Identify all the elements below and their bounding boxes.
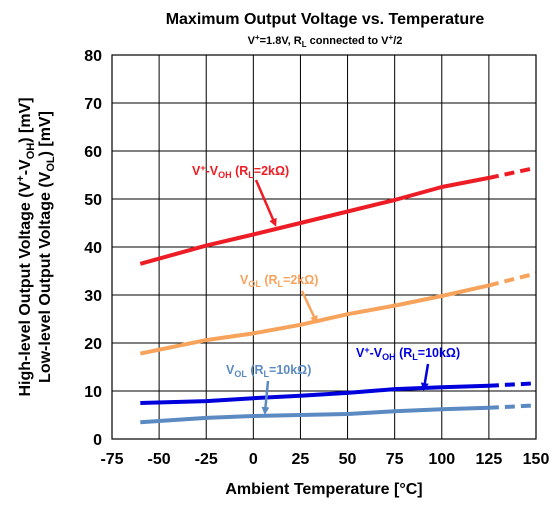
x-tick-label: 125	[476, 451, 503, 468]
y-tick-label: 10	[84, 384, 102, 401]
series-line-dashed-3	[488, 403, 537, 410]
series-line-dashed-1	[488, 271, 537, 288]
series-line-1	[139, 283, 490, 356]
y-tick-label: 0	[93, 432, 102, 449]
y-tick-label: 40	[84, 240, 102, 257]
series-line-0	[139, 175, 490, 266]
x-tick-label: 100	[428, 451, 455, 468]
y-tick-label: 30	[84, 288, 102, 305]
series-line-2	[140, 383, 489, 405]
x-tick-label: -50	[148, 451, 171, 468]
arrow-vol-2k	[300, 290, 318, 324]
x-axis-label: Ambient Temperature [°C]	[225, 481, 422, 498]
chart-title: Maximum Output Voltage vs. Temperature	[166, 11, 485, 28]
x-tick-label: 150	[523, 451, 550, 468]
x-tick-label: 50	[339, 451, 357, 468]
y-tick-labels: 0 10 20 30 40 50 60 70 80	[84, 48, 102, 449]
y-tick-label: 20	[84, 336, 102, 353]
series-label-vol-10k: VOL (RL=10kΩ)	[226, 363, 311, 379]
plot-area-border	[111, 54, 537, 440]
x-tick-label: 75	[386, 451, 404, 468]
arrow-voh-2k	[254, 179, 277, 227]
series-label-voh-10k: V+-VOH (RL=10kΩ)	[356, 345, 460, 362]
y-tick-label: 70	[84, 96, 102, 113]
x-tick-label: 25	[292, 451, 310, 468]
y-tick-label: 80	[84, 48, 102, 65]
series-layer	[139, 165, 537, 425]
series-label-vol-2k: VOL (RL=2kΩ)	[240, 273, 318, 289]
series-line-dashed-2	[488, 381, 537, 388]
chart-subtitle: V+=1.8V, RL connected to V+/2	[248, 33, 403, 49]
y-axis-label-line2: Low-level Output Voltage (VOL) [mV]	[37, 111, 57, 383]
series-label-voh-2k: V+-VOH (RL=2kΩ)	[192, 163, 289, 180]
y-tick-label: 60	[84, 144, 102, 161]
x-tick-label: -75	[100, 451, 123, 468]
series-line-3	[140, 405, 489, 425]
y-tick-label: 50	[84, 192, 102, 209]
x-tick-label: 0	[249, 451, 258, 468]
arrow-vol-10k	[261, 380, 270, 415]
y-axis-label-line1: High-level Output Voltage (V+-VOH) [mV]	[15, 97, 37, 396]
x-tick-labels: -75 -50 -25 0 25 50 75 100 125 150	[100, 451, 549, 468]
series-line-dashed-0	[488, 165, 537, 180]
grid	[111, 54, 537, 440]
arrow-voh-10k	[420, 363, 430, 391]
x-tick-label: -25	[195, 451, 218, 468]
